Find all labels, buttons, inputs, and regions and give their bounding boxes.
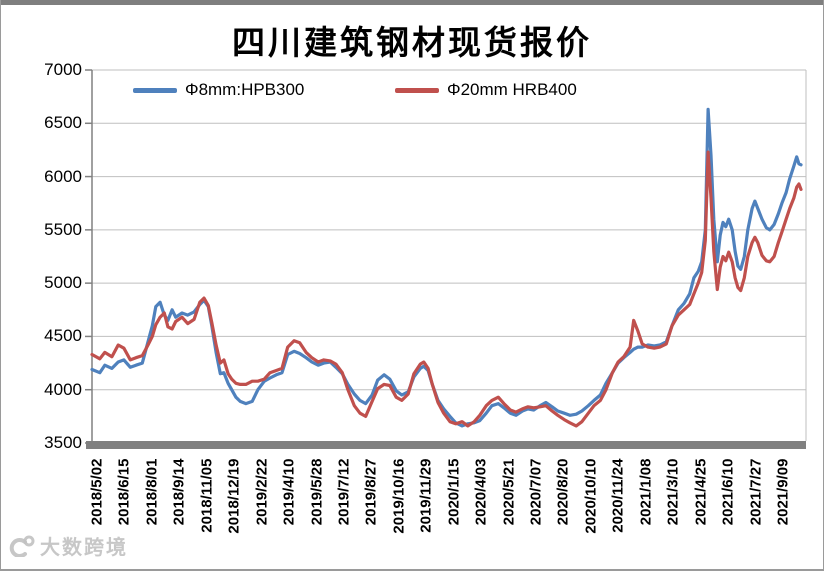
x-axis-label-2019-4-10: 2019/4/10 <box>280 458 298 526</box>
series-line-hpb300 <box>90 107 803 428</box>
x-axis-label-2021-6-10: 2021/6/10 <box>719 458 737 526</box>
x-axis-label-2021-1-08: 2021/1/08 <box>637 458 655 526</box>
x-axis-label-2019-8-27: 2019/8/27 <box>362 458 380 526</box>
legend-item-hpb300: Φ8mm:HPB300 <box>133 79 304 101</box>
y-axis-label-4000: 4000 <box>44 379 82 399</box>
legend-label-hpb300: Φ8mm:HPB300 <box>185 80 305 99</box>
x-axis-label-2019-7-12: 2019/7/12 <box>335 458 353 526</box>
x-axis-label-2018-12-19: 2018/12/19 <box>225 458 243 534</box>
x-axis-label-2020-7-07: 2020/7/07 <box>527 458 545 526</box>
y-axis-label-6500: 6500 <box>44 113 82 133</box>
x-axis-label-2021-4-25: 2021/4/25 <box>692 458 710 526</box>
x-axis-label-2021-3-10: 2021/3/10 <box>664 458 682 526</box>
watermark: 大数跨境 <box>8 531 128 560</box>
legend-item-hrb400: Φ20mm HRB400 <box>395 79 577 101</box>
x-axis-label-2020-4-03: 2020/4/03 <box>472 458 490 526</box>
y-axis-label-4500: 4500 <box>44 326 82 346</box>
x-axis-label-2020-1-15: 2020/1/15 <box>445 458 463 526</box>
legend-label-hrb400: Φ20mm HRB400 <box>447 80 577 99</box>
x-axis-label-2018-8-01: 2018/8/01 <box>143 458 161 526</box>
legend-line-swatch-red <box>395 87 439 93</box>
x-axis-label-2020-10-10: 2020/10/10 <box>582 458 600 534</box>
baseline-bar <box>86 441 806 449</box>
x-axis-label-2020-11-24: 2020/11/24 <box>609 458 627 533</box>
y-axis-label-6000: 6000 <box>44 166 82 186</box>
chart-title: 四川建筑钢材现货报价 <box>232 26 592 62</box>
series-line-hrb400 <box>90 150 803 428</box>
x-axis-label-2019-10-16: 2019/10/16 <box>390 458 408 534</box>
y-axis-label-5000: 5000 <box>44 273 82 293</box>
x-axis-label-2019-2-22: 2019/2/22 <box>253 458 271 526</box>
x-axis-label-2019-11-29: 2019/11/29 <box>417 458 435 533</box>
x-axis-label-2020-5-21: 2020/5/21 <box>500 458 518 526</box>
x-axis-label-2019-5-28: 2019/5/28 <box>308 458 326 526</box>
x-axis-label-2018-11-05: 2018/11/05 <box>198 458 216 533</box>
x-axis-label-2021-9-09: 2021/9/09 <box>774 458 792 526</box>
y-axis-label-3500: 3500 <box>44 433 82 452</box>
frame-bottom-border <box>0 569 824 571</box>
y-axis-label-7000: 7000 <box>44 60 82 79</box>
watermark-logo-icon <box>9 535 35 557</box>
frame-top-bar <box>0 0 824 5</box>
y-axis-label-5500: 5500 <box>44 219 82 239</box>
watermark-text: 大数跨境 <box>40 537 128 559</box>
x-axis-label-2018-9-14: 2018/9/14 <box>170 458 188 526</box>
legend-line-swatch-blue <box>133 87 177 93</box>
x-axis-label-2021-7-27: 2021/7/27 <box>747 458 765 526</box>
x-axis-label-2020-8-20: 2020/8/20 <box>554 458 572 526</box>
frame-left-border <box>0 0 1 571</box>
